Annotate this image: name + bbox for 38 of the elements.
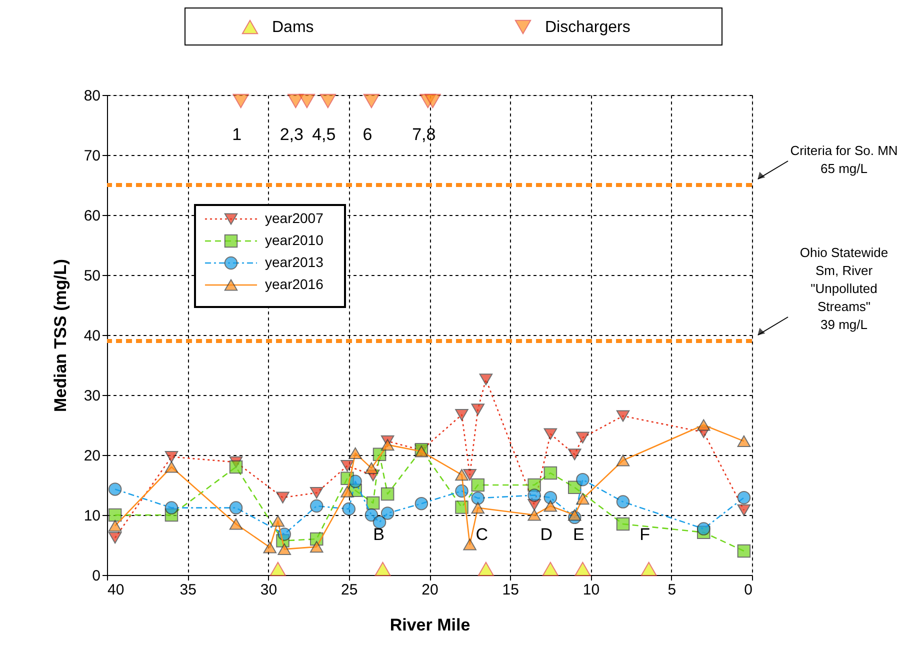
- y-axis-title: Median TSS (mg/L): [50, 259, 70, 412]
- y-tick-label: 70: [84, 148, 100, 164]
- y-tick-label: 50: [84, 268, 100, 284]
- y-tick-label: 20: [84, 448, 100, 464]
- y-tick-label: 40: [84, 328, 100, 344]
- annotation: 2,3: [280, 125, 304, 144]
- x-tick-label: 20: [422, 582, 438, 598]
- y-tick-label: 0: [92, 568, 100, 584]
- legend-label: year2010: [265, 232, 324, 248]
- legend-label: Dischargers: [545, 19, 630, 36]
- y-tick-label: 80: [84, 88, 100, 104]
- x-tick-label: 40: [108, 582, 124, 598]
- ref-line-label: Ohio Statewide Sm, River "Unpolluted Streams" 39 mg/L: [800, 245, 888, 332]
- y-tick-label: 60: [84, 208, 100, 224]
- legend-label: year2016: [265, 276, 324, 292]
- x-axis-title: River Mile: [390, 616, 470, 634]
- legend-label: Dams: [272, 19, 314, 36]
- annotation: C: [476, 525, 488, 544]
- annotation: 7,8: [412, 125, 436, 144]
- annotation: B: [373, 525, 384, 544]
- x-tick-label: 10: [582, 582, 600, 598]
- annotation: F: [640, 525, 650, 544]
- annotation: 4,5: [312, 125, 336, 144]
- ref-line-label: Criteria for So. MN 65 mg/L: [790, 143, 898, 176]
- annotation: E: [573, 525, 584, 544]
- x-tick-label: 30: [260, 582, 278, 598]
- legend-label: year2013: [265, 254, 324, 270]
- legend-label: year2007: [265, 210, 324, 226]
- x-tick-label: 15: [502, 582, 519, 598]
- x-tick-label: 35: [180, 582, 196, 598]
- x-tick-label: 0: [744, 582, 752, 598]
- y-tick-label: 30: [84, 388, 100, 404]
- y-tick-label: 10: [84, 508, 100, 524]
- x-tick-label: 5: [668, 582, 676, 598]
- annotation: D: [540, 525, 553, 544]
- x-tick-label: 25: [341, 582, 358, 598]
- annotation: 6: [362, 125, 372, 144]
- annotation: 1: [232, 125, 242, 144]
